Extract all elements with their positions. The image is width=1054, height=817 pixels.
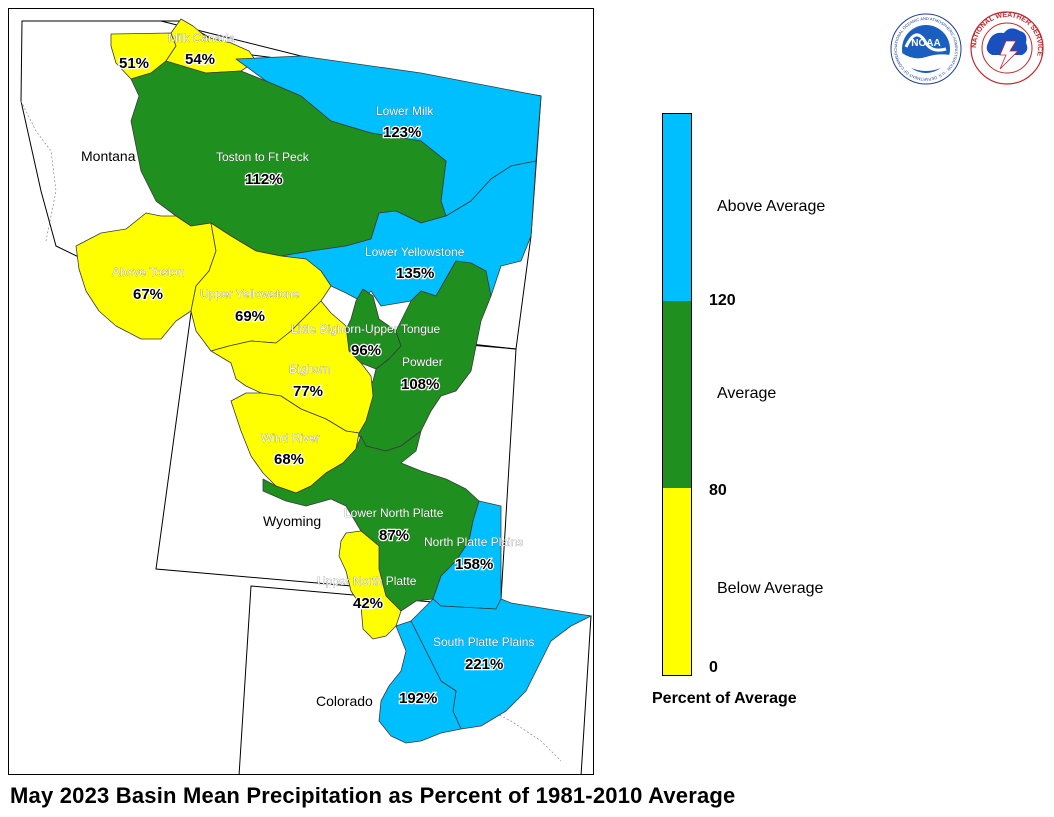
basin-name-lower-north-platte: Lower North Platte xyxy=(344,506,444,520)
basin-labels: 51% Milk Canada 54% Lower Milk 123% Tost… xyxy=(112,31,535,708)
basin-map: Montana Wyoming Colorado 51% Milk Canada… xyxy=(8,8,594,775)
basin-value-lower-north-platte: 87% xyxy=(379,527,409,544)
basin-value-above-toston: 67% xyxy=(133,286,163,303)
basin-value-toston-ft-peck: 112% xyxy=(245,171,283,188)
legend-swatch-average xyxy=(663,301,691,488)
basin-upper-north-platte[interactable] xyxy=(338,530,402,640)
legend-swatch-above xyxy=(663,114,691,301)
state-labels: Montana Wyoming Colorado xyxy=(80,147,375,711)
legend-color-bar xyxy=(662,113,692,676)
basin-value-bighorn: 77% xyxy=(293,383,323,400)
basin-name-milk-canada: Milk Canada xyxy=(168,31,235,45)
legend-tick-80: 80 xyxy=(709,482,727,499)
basin-bighorn[interactable] xyxy=(210,300,374,434)
legend-tick-0: 0 xyxy=(709,659,718,676)
basin-value-wind-river: 68% xyxy=(274,451,304,468)
basin-name-north-platte-plains: North Platte Plains xyxy=(424,535,523,549)
basin-value-south-platte-mountains: 192% xyxy=(399,690,437,707)
county-line xyxy=(20,100,57,242)
basin-value-south-platte-plains: 221% xyxy=(465,656,503,673)
legend-label-below: Below Average xyxy=(717,580,824,597)
legend-label-average: Average xyxy=(717,385,777,402)
legend-label-above: Above Average xyxy=(717,198,826,215)
state-label-colorado: Colorado xyxy=(316,693,373,709)
nws-logo-icon: NATIONAL WEATHER SERVICE xyxy=(970,11,1044,85)
basin-value-milk-west: 51% xyxy=(119,55,149,72)
noaa-logo-text: NOAA xyxy=(911,38,940,49)
basin-name-toston-ft-peck: Toston to Ft Peck xyxy=(216,150,310,164)
basin-name-wind-river: Wind River xyxy=(261,431,320,445)
state-label-montana: Montana xyxy=(81,148,136,164)
basin-value-lower-milk: 123% xyxy=(383,124,421,141)
legend-swatch-below xyxy=(663,488,691,675)
basin-name-above-toston: Above Toston xyxy=(112,265,185,279)
page-title: May 2023 Basin Mean Precipitation as Per… xyxy=(10,783,736,808)
basin-value-milk-canada: 54% xyxy=(185,51,215,68)
legend-tick-120: 120 xyxy=(709,292,736,309)
basin-name-upper-north-platte: Upper North Platte xyxy=(317,574,417,588)
basin-value-north-platte-plains: 158% xyxy=(455,556,493,573)
basin-value-little-bighorn-upper-tongue: 96% xyxy=(351,342,381,359)
noaa-logo-icon: NOAA NATIONAL OCEANIC AND ATMOSPHERIC AD… xyxy=(890,13,962,85)
basin-value-powder: 108% xyxy=(401,376,439,393)
basin-value-upper-north-platte: 42% xyxy=(353,595,383,612)
basins xyxy=(75,18,592,744)
basin-name-lower-yellowstone: Lower Yellowstone xyxy=(365,245,465,259)
basin-value-lower-yellowstone: 135% xyxy=(396,265,434,282)
legend-title: Percent of Average xyxy=(652,690,797,707)
basin-value-upper-yellowstone: 69% xyxy=(235,308,265,325)
state-label-wyoming: Wyoming xyxy=(263,513,321,529)
basin-name-bighorn: Bighorn xyxy=(289,362,330,376)
basin-name-lower-milk: Lower Milk xyxy=(376,104,434,118)
basin-south-platte-mountains[interactable] xyxy=(378,620,462,744)
basin-name-south-platte-plains: South Platte Plains xyxy=(433,635,534,649)
basin-name-powder: Powder xyxy=(402,355,443,369)
basin-map-svg: Montana Wyoming Colorado 51% Milk Canada… xyxy=(20,18,592,774)
basin-name-little-bighorn-upper-tongue: Little Bighorn-Upper Tongue xyxy=(291,322,441,336)
basin-name-upper-yellowstone: Upper Yellowstone xyxy=(200,287,300,301)
